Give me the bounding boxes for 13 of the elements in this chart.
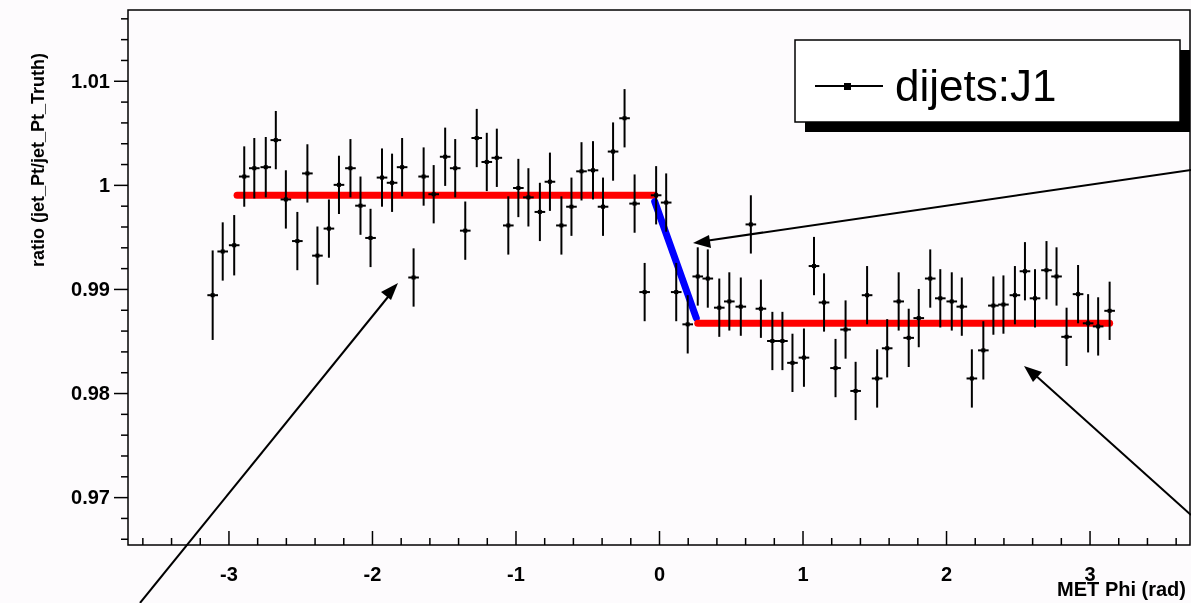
y-tick-label: 1.01 — [71, 69, 110, 92]
y-tick-label: 0.98 — [71, 381, 110, 404]
legend-label: dijets:J1 — [895, 61, 1057, 110]
x-tick-label: 2 — [940, 563, 953, 586]
x-tick-label: -3 — [220, 563, 238, 586]
y-tick-label: 0.97 — [71, 486, 110, 509]
x-tick-label: -2 — [363, 563, 382, 586]
x-tick-label: 1 — [797, 563, 809, 586]
y-axis-title: ratio (jet_Pt/jet_Pt_Truth) — [28, 52, 48, 268]
y-tick-label: 1 — [98, 173, 110, 196]
x-tick-label: 0 — [653, 563, 666, 586]
x-tick-label: -1 — [507, 563, 525, 586]
y-tick-label: 0.99 — [71, 277, 110, 300]
